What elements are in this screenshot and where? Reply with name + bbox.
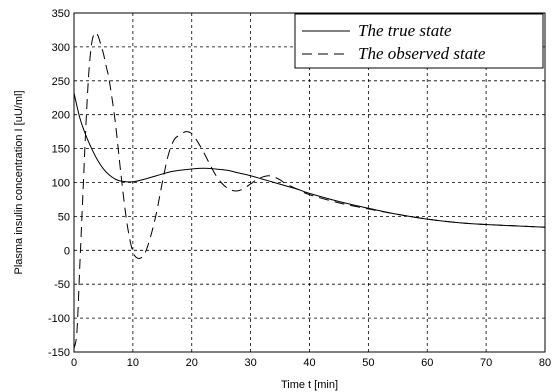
x-tick-label: 70 bbox=[480, 357, 492, 369]
observed-state-line bbox=[73, 32, 546, 349]
y-tick-label: 50 bbox=[58, 211, 70, 223]
y-tick-label: 200 bbox=[52, 110, 70, 122]
plot-frame bbox=[73, 12, 546, 353]
y-tick-label: 350 bbox=[52, 8, 70, 20]
x-tick-label: 30 bbox=[245, 357, 257, 369]
legend: The true state The observed state bbox=[294, 13, 544, 69]
y-tick-label: 0 bbox=[64, 245, 70, 257]
y-tick-label: 300 bbox=[52, 42, 70, 54]
x-tick-label: 0 bbox=[71, 357, 77, 369]
legend-observed-state: The observed state bbox=[358, 44, 486, 63]
series-layer bbox=[73, 32, 546, 349]
x-tick-label: 80 bbox=[539, 357, 551, 369]
legend-true-state: The true state bbox=[358, 21, 452, 40]
x-tick-label: 20 bbox=[186, 357, 198, 369]
x-tick-label: 60 bbox=[421, 357, 433, 369]
legend-box bbox=[294, 13, 544, 69]
y-tick-labels: 350 300 250 200 150 100 50 0 -50 -100 -150 bbox=[48, 8, 70, 359]
x-tick-label: 40 bbox=[303, 357, 315, 369]
x-tick-labels: 0 10 20 30 40 50 60 70 80 bbox=[71, 357, 551, 369]
grid bbox=[74, 13, 545, 352]
y-tick-label: 250 bbox=[52, 76, 70, 88]
y-tick-label: -150 bbox=[48, 347, 70, 359]
y-axis-label: Plasma insulin concentration I [uU/ml] bbox=[13, 90, 25, 274]
y-tick-label: -50 bbox=[54, 279, 70, 291]
x-axis-label: Time t [min] bbox=[281, 379, 338, 391]
y-tick-label: 100 bbox=[52, 178, 70, 190]
y-tick-label: -100 bbox=[48, 313, 70, 325]
y-tick-label: 150 bbox=[52, 144, 70, 156]
x-tick-label: 50 bbox=[362, 357, 374, 369]
x-tick-label: 10 bbox=[127, 357, 139, 369]
